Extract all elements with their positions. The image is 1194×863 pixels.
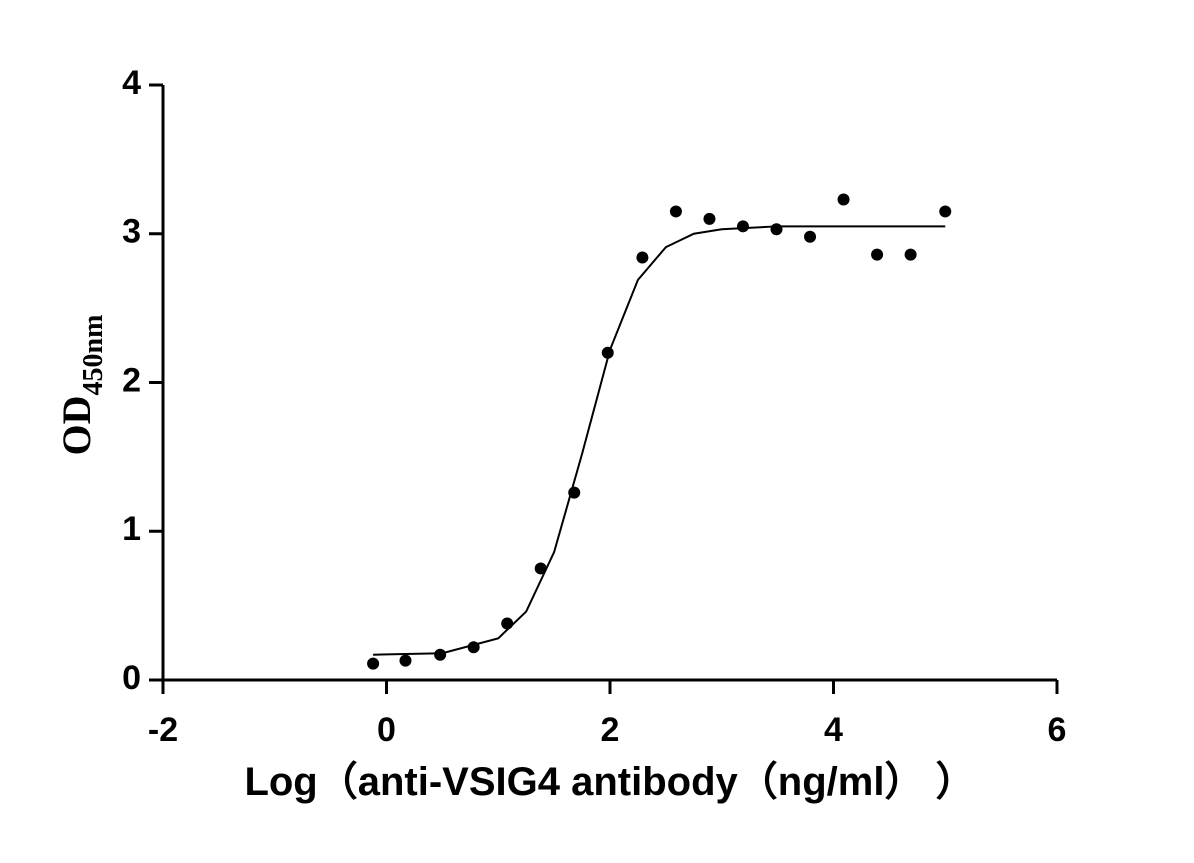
x-tick-label: -2: [148, 711, 178, 749]
data-point: [669, 205, 682, 218]
data-point: [703, 212, 716, 225]
data-point: [501, 617, 514, 630]
data-point: [804, 230, 817, 243]
x-tick-label: 2: [601, 711, 620, 749]
data-point: [434, 648, 447, 661]
fit-curve: [373, 225, 946, 656]
data-point: [939, 205, 952, 218]
data-point: [837, 193, 850, 206]
data-point: [467, 641, 480, 654]
data-point: [534, 562, 547, 575]
x-tick-label: 0: [377, 711, 396, 749]
x-axis-title: Log（anti-VSIG4 antibody（ng/ml） ）: [244, 760, 975, 804]
data-point: [871, 248, 884, 261]
data-point: [367, 657, 380, 670]
data-point: [770, 223, 783, 236]
data-point: [601, 346, 614, 359]
data-point: [636, 251, 649, 264]
data-point: [568, 486, 581, 499]
data-point: [399, 654, 412, 667]
y-tick-label: 1: [122, 510, 141, 548]
y-axis-title-main: OD: [54, 395, 99, 455]
x-tick-label: 6: [1048, 711, 1067, 749]
x-tick-label: 4: [824, 711, 843, 749]
y-axis-title: OD450nm: [54, 315, 109, 456]
data-point: [736, 220, 749, 233]
y-tick-label: 4: [122, 64, 141, 102]
y-tick-label: 0: [122, 659, 141, 697]
data-point: [904, 248, 917, 261]
y-tick-label: 2: [122, 361, 141, 399]
y-axis-title-subscript: 450nm: [78, 315, 109, 396]
y-tick-label: 3: [122, 213, 141, 251]
